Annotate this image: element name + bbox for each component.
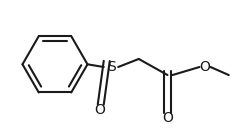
Text: O: O bbox=[94, 103, 105, 117]
Text: S: S bbox=[107, 60, 116, 74]
Text: O: O bbox=[162, 111, 173, 125]
Text: O: O bbox=[200, 60, 210, 74]
